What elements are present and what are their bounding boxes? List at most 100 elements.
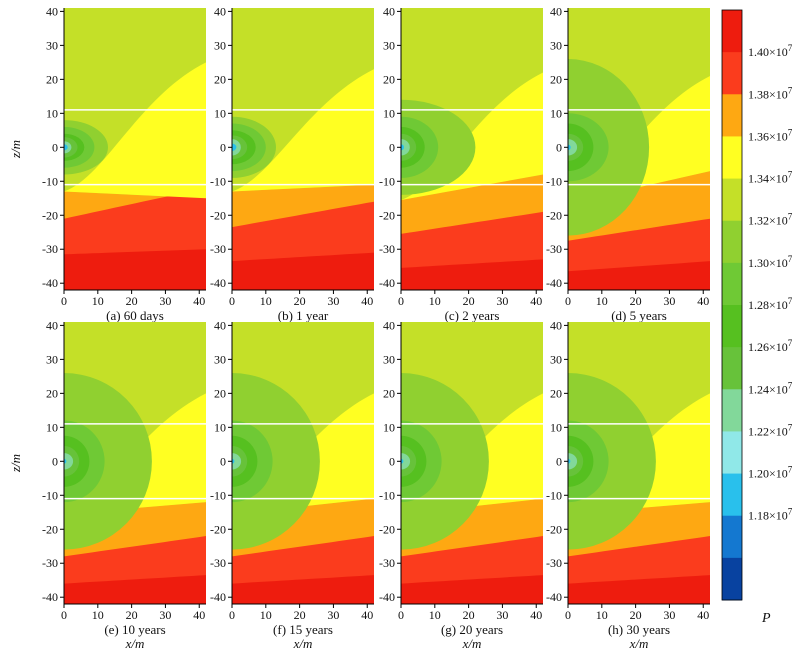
- colorbar-tick-exponent: 7: [788, 212, 793, 222]
- z-tick-label: 30: [383, 352, 395, 366]
- x-tick-label: 10: [92, 294, 104, 308]
- z-tick-label: 40: [550, 318, 562, 332]
- colorbar-segment-13: [722, 515, 742, 559]
- panel-plot-2: [232, 8, 374, 290]
- pressure-ring-1: [232, 373, 320, 550]
- x-tick-label: 20: [294, 294, 306, 308]
- z-tick-label: 0: [220, 140, 226, 154]
- x-tick-label: 10: [429, 608, 441, 622]
- z-tick-label: 40: [46, 4, 58, 18]
- x-tick-label: 40: [697, 608, 709, 622]
- z-tick-label: -30: [42, 556, 58, 570]
- colorbar-tick-exponent: 7: [788, 170, 793, 180]
- pressure-ring-5: [64, 453, 74, 470]
- x-tick-label: 20: [630, 294, 642, 308]
- colorbar-segment-4: [722, 136, 742, 180]
- z-tick-label: -40: [210, 276, 226, 290]
- x-tick-label: 10: [596, 608, 608, 622]
- pressure-ring-6: [401, 144, 404, 151]
- z-tick-label: 40: [214, 318, 226, 332]
- z-tick-label: -10: [546, 174, 562, 188]
- pressure-ring-5: [568, 453, 578, 470]
- band-3: [64, 249, 206, 290]
- x-tick-label: 30: [496, 294, 508, 308]
- pressure-ring-6: [232, 143, 237, 152]
- x-tick-label: 40: [361, 294, 373, 308]
- band-3: [64, 575, 206, 604]
- x-tick-label: 40: [193, 294, 205, 308]
- z-tick-label: 0: [556, 454, 562, 468]
- z-tick-label: 0: [556, 140, 562, 154]
- z-tick-label: -20: [546, 522, 562, 536]
- z-tick-label: -20: [210, 522, 226, 536]
- colorbar-tick-exponent: 7: [788, 43, 793, 53]
- z-tick-label: 40: [383, 4, 395, 18]
- z-tick-label: -40: [210, 590, 226, 604]
- z-tick-label: -20: [379, 208, 395, 222]
- z-tick-label: -40: [379, 276, 395, 290]
- colorbar-tick-exponent: 7: [788, 127, 793, 137]
- z-tick-label: 0: [389, 140, 395, 154]
- x-tick-label: 0: [229, 608, 235, 622]
- colorbar-segment-5: [722, 178, 742, 222]
- x-tick-label: 40: [530, 294, 542, 308]
- x-axis-title: x/m: [629, 636, 649, 651]
- x-tick-label: 40: [193, 608, 205, 622]
- panel-caption: (h) 30 years: [608, 622, 670, 637]
- z-tick-label: -30: [210, 242, 226, 256]
- panel-caption: (c) 2 years: [445, 308, 500, 323]
- z-tick-label: -10: [42, 488, 58, 502]
- colorbar-tick-label: 1.18×107: [748, 507, 793, 523]
- yellow-lobe: [232, 69, 374, 192]
- colorbar-tick-exponent: 7: [788, 85, 793, 95]
- pressure-ring-5: [232, 453, 242, 470]
- x-tick-label: 40: [361, 608, 373, 622]
- colorbar-tick-exponent: 7: [788, 465, 793, 475]
- z-tick-label: -40: [42, 276, 58, 290]
- x-tick-label: 40: [530, 608, 542, 622]
- colorbar-tick-label: 1.22×107: [748, 422, 793, 438]
- z-tick-label: 20: [550, 386, 562, 400]
- z-tick-label: -20: [210, 208, 226, 222]
- z-tick-label: -40: [546, 590, 562, 604]
- x-tick-label: 0: [61, 294, 67, 308]
- z-tick-label: -10: [42, 174, 58, 188]
- colorbar-tick-exponent: 7: [788, 380, 793, 390]
- z-tick-label: -20: [42, 208, 58, 222]
- z-tick-label: -20: [379, 522, 395, 536]
- colorbar-segment-10: [722, 389, 742, 432]
- colorbar-tick-exponent: 7: [788, 338, 793, 348]
- x-tick-label: 30: [327, 608, 339, 622]
- colorbar-segment-11: [722, 431, 742, 475]
- pressure-ring-6: [568, 144, 571, 151]
- z-tick-label: 40: [214, 4, 226, 18]
- z-tick-label: 10: [46, 420, 58, 434]
- band-3: [232, 575, 374, 604]
- x-tick-label: 10: [596, 294, 608, 308]
- panel-caption: (b) 1 year: [278, 308, 329, 323]
- x-tick-label: 20: [463, 608, 475, 622]
- z-tick-label: -30: [546, 242, 562, 256]
- colorbar-tick-label: 1.28×107: [748, 296, 793, 312]
- colorbar-tick-label: 1.24×107: [748, 380, 793, 396]
- colorbar-segment-7: [722, 262, 742, 306]
- colorbar-frame: [721, 9, 743, 601]
- x-tick-label: 0: [565, 608, 571, 622]
- z-tick-label: 20: [214, 386, 226, 400]
- colorbar-tick-label: 1.36×107: [748, 127, 793, 143]
- z-tick-label: 30: [46, 352, 58, 366]
- x-axis-title: x/m: [293, 636, 313, 651]
- z-tick-label: -30: [42, 242, 58, 256]
- z-tick-label: 20: [46, 386, 58, 400]
- colorbar-tick-label: 1.38×107: [748, 85, 793, 101]
- x-tick-label: 0: [565, 294, 571, 308]
- pressure-ring-6: [568, 458, 571, 464]
- z-tick-label: -10: [379, 174, 395, 188]
- z-tick-label: -30: [379, 556, 395, 570]
- x-tick-label: 10: [260, 294, 272, 308]
- z-tick-label: 20: [383, 386, 395, 400]
- z-tick-label: -30: [210, 556, 226, 570]
- yellow-lobe: [64, 62, 206, 199]
- z-tick-label: 0: [220, 454, 226, 468]
